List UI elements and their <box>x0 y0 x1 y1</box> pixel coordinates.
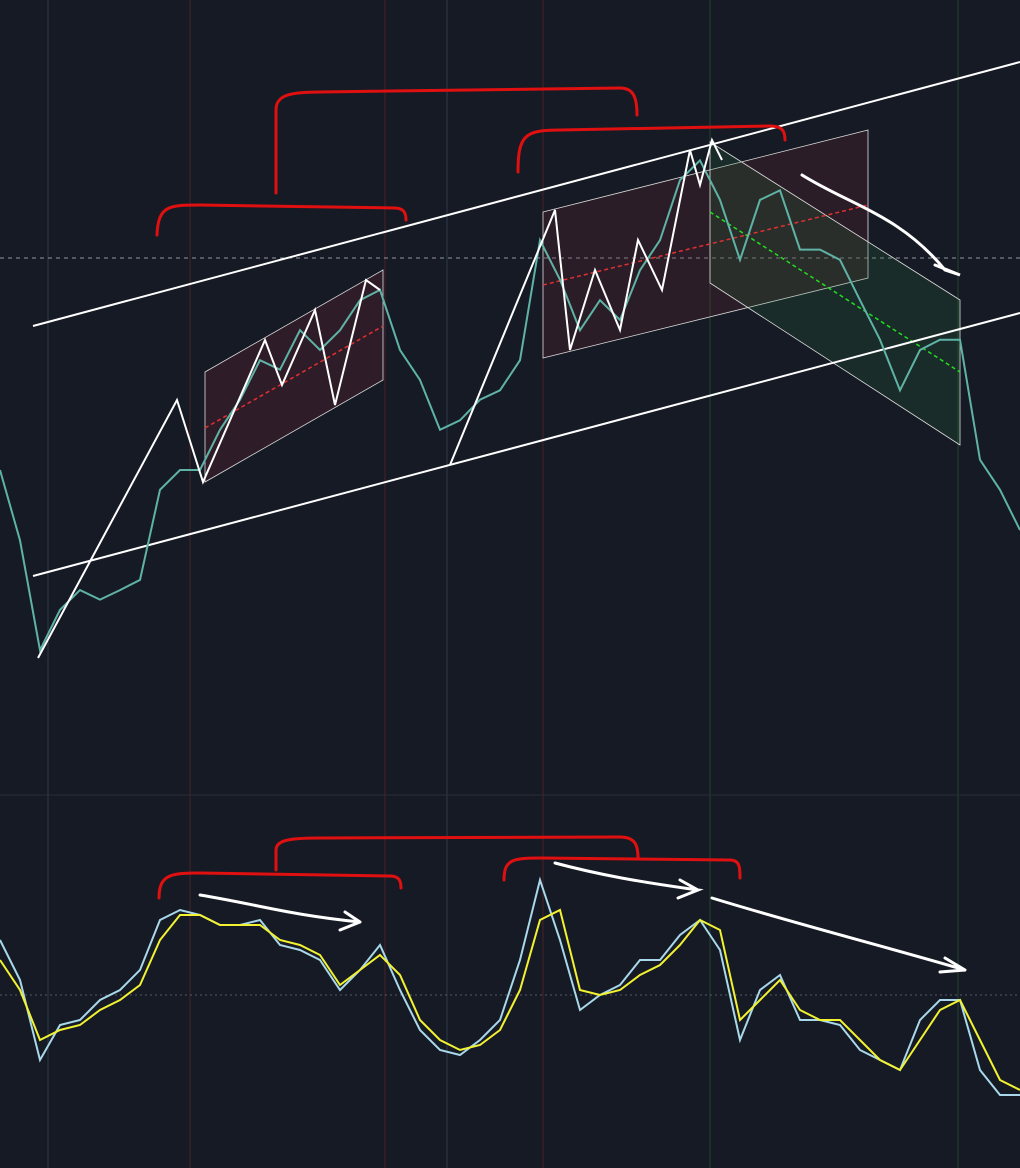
median-line <box>204 325 384 429</box>
brace <box>502 856 742 882</box>
arrow <box>198 893 362 932</box>
trend-line <box>32 312 1020 577</box>
arrow <box>800 173 961 277</box>
session-lines <box>47 0 959 1168</box>
arrow <box>553 861 704 900</box>
brace <box>155 203 408 237</box>
trend-line <box>32 61 1020 327</box>
arrows <box>198 173 967 974</box>
median-line <box>709 211 961 373</box>
brace <box>155 86 787 900</box>
channel-box <box>204 269 384 483</box>
series-line <box>0 908 1020 1091</box>
zigzag <box>449 137 723 466</box>
brace <box>274 835 640 872</box>
brace <box>157 871 403 900</box>
arrow <box>710 896 967 974</box>
series-line <box>0 158 1020 654</box>
brace <box>274 86 639 195</box>
zigzag <box>37 278 381 659</box>
channel-box <box>542 129 869 359</box>
brace <box>516 124 787 174</box>
series-line <box>0 876 1020 1096</box>
channel-box <box>709 141 961 446</box>
